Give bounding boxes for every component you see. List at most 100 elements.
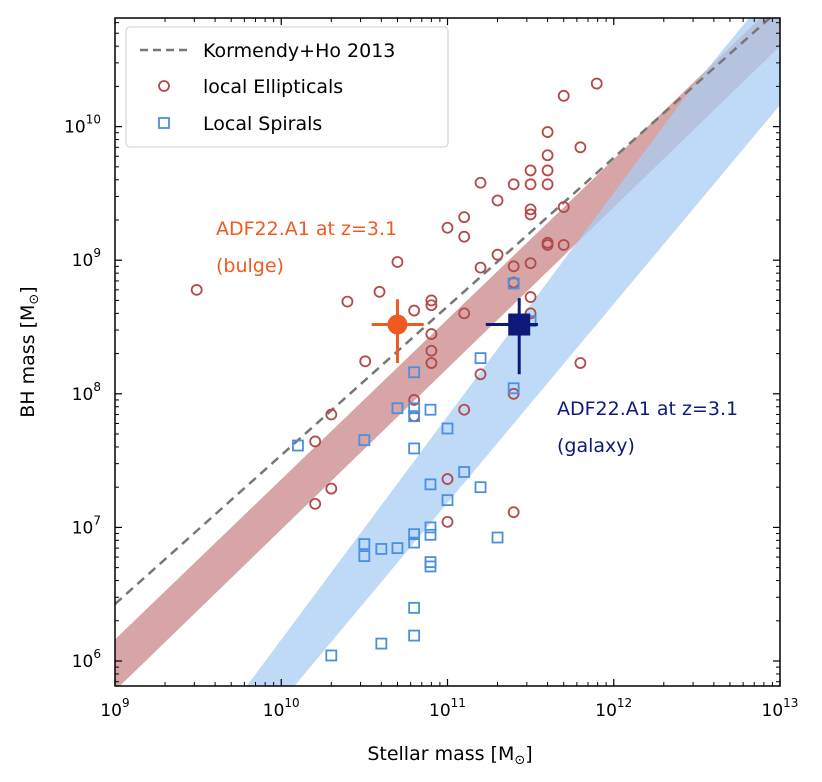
elliptical-point — [574, 141, 587, 154]
adf-bulge-marker — [371, 299, 424, 364]
spiral-point — [408, 402, 421, 415]
elliptical-point — [441, 473, 454, 485]
legend-label-kh: Kormendy+Ho 2013 — [203, 40, 395, 62]
elliptical-point — [524, 291, 537, 303]
elliptical-point — [425, 294, 438, 307]
red-band — [115, 18, 780, 686]
elliptical-point — [524, 307, 537, 320]
elliptical-point — [491, 248, 504, 261]
elliptical-point — [474, 176, 487, 189]
elliptical-point — [458, 307, 471, 320]
elliptical-point — [524, 178, 537, 191]
elliptical-point — [507, 178, 520, 191]
elliptical-point — [325, 408, 338, 421]
x-tick-label: 1013 — [762, 696, 799, 721]
legend-label-ellipticals: local Ellipticals — [203, 76, 343, 98]
spiral-point — [507, 277, 520, 290]
y-tick-label: 109 — [72, 246, 101, 271]
annotation-bulge-line1: ADF22.A1 at z=3.1 — [216, 218, 397, 240]
elliptical-point — [458, 230, 471, 243]
spiral-point — [424, 560, 437, 573]
spiral-point — [358, 538, 371, 550]
x-tick-label: 1011 — [429, 696, 466, 721]
adf-galaxy-point — [508, 313, 531, 336]
x-tick-label: 109 — [100, 696, 129, 721]
elliptical-point — [524, 164, 537, 177]
spiral-point — [391, 402, 404, 415]
elliptical-point — [325, 482, 338, 495]
spiral-point — [375, 543, 388, 555]
spiral-point — [441, 494, 454, 507]
spiral-point — [408, 601, 421, 614]
x-axis-label: Stellar mass [M⊙] — [367, 743, 532, 768]
elliptical-point — [425, 299, 438, 312]
elliptical-point — [425, 344, 438, 357]
annotation-galaxy-line2: (galaxy) — [557, 435, 635, 457]
elliptical-point — [190, 283, 203, 296]
elliptical-point — [541, 149, 554, 162]
spiral-point — [424, 478, 437, 491]
elliptical-point — [425, 357, 438, 369]
elliptical-point — [391, 256, 404, 268]
elliptical-point — [557, 201, 570, 213]
elliptical-point — [524, 208, 537, 221]
elliptical-point — [491, 194, 504, 207]
spiral-point — [458, 466, 471, 478]
spiral-point — [408, 366, 421, 379]
spiral-point — [491, 531, 504, 544]
spiral-point — [408, 528, 421, 541]
spiral-point — [408, 629, 421, 642]
elliptical-point — [425, 328, 438, 340]
elliptical-point — [557, 239, 570, 251]
legend: Kormendy+Ho 2013 local Ellipticals Local… — [125, 26, 449, 148]
elliptical-point — [359, 355, 372, 368]
elliptical-point — [341, 295, 354, 308]
kormendy-ho-line — [115, 18, 772, 605]
elliptical-point — [373, 285, 386, 298]
elliptical-points — [190, 77, 603, 528]
elliptical-point — [507, 260, 520, 273]
elliptical-point — [474, 261, 487, 274]
spiral-point — [358, 550, 371, 562]
elliptical-point — [541, 178, 554, 191]
elliptical-point — [408, 394, 421, 406]
elliptical-point — [309, 497, 322, 510]
elliptical-point — [458, 211, 471, 224]
elliptical-point — [557, 89, 570, 102]
elliptical-point — [458, 403, 471, 416]
blue-band — [246, 18, 780, 686]
plot-area — [115, 18, 780, 686]
y-tick-label: 106 — [72, 647, 101, 672]
legend-spirals-marker — [158, 117, 170, 129]
elliptical-point — [309, 435, 322, 448]
spiral-point — [424, 521, 437, 534]
adf-bulge-point — [387, 314, 408, 335]
spiral-point — [474, 352, 487, 365]
elliptical-point — [541, 164, 554, 177]
elliptical-point — [507, 506, 520, 519]
elliptical-point — [590, 77, 603, 90]
elliptical-point — [541, 239, 554, 251]
elliptical-point — [524, 257, 537, 270]
y-tick-label: 107 — [72, 513, 101, 538]
spiral-point — [408, 536, 421, 549]
spiral-points — [292, 277, 537, 662]
spiral-point — [325, 649, 338, 662]
spiral-point — [441, 422, 454, 435]
annotation-bulge-line2: (bulge) — [216, 255, 284, 277]
elliptical-point — [524, 203, 537, 216]
spiral-point — [474, 481, 487, 494]
elliptical-point — [441, 515, 454, 528]
spiral-point — [375, 637, 388, 650]
adf-galaxy-marker — [485, 298, 538, 375]
legend-ellipticals-marker — [158, 80, 170, 92]
legend-label-spirals: Local Spirals — [203, 113, 322, 135]
spiral-point — [408, 442, 421, 455]
y-tick-label: 1010 — [64, 113, 101, 138]
y-axis-label: BH mass [M⊙] — [17, 286, 42, 417]
y-tick-label: 108 — [72, 380, 101, 405]
spiral-point — [424, 528, 437, 541]
spiral-point — [391, 542, 404, 555]
x-tick-label: 1012 — [595, 696, 632, 721]
